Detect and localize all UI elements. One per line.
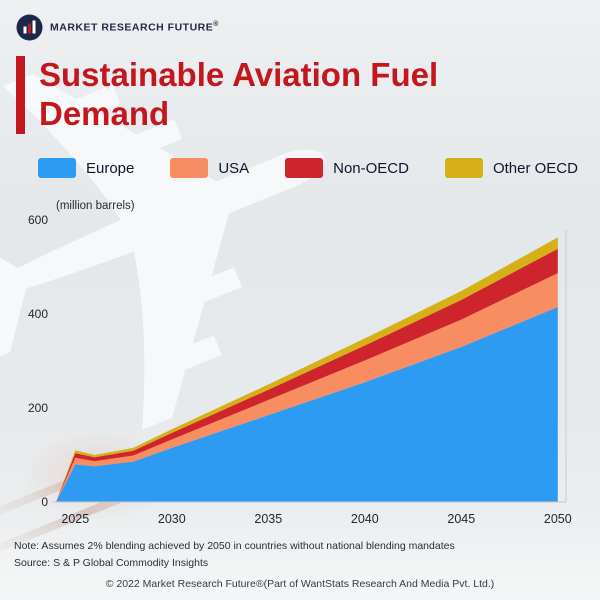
header: MARKET RESEARCH FUTURE® (16, 14, 219, 41)
x-tick-label: 2025 (61, 512, 89, 526)
legend-item-europe: Europe (38, 158, 134, 178)
chart-areas (56, 237, 558, 502)
title-accent-bar (16, 56, 25, 134)
legend-swatch (170, 158, 209, 178)
y-axis-ticks: 0 200 400 600 (28, 213, 48, 509)
source-text: Source: S & P Global Commodity Insights (14, 557, 209, 569)
registered-mark: ® (213, 21, 219, 29)
legend-label: Other OECD (492, 159, 578, 177)
stacked-area-chart: 0 200 400 600 2025 2030 2035 2040 2045 2050 (28, 213, 572, 526)
mrf-logo-icon (16, 14, 43, 41)
chart-legend: Europe USA Non-OECD Other OECD (38, 158, 578, 178)
area-usa (56, 273, 558, 502)
area-europe (56, 307, 558, 502)
legend-label: USA (218, 159, 250, 177)
legend-swatch (444, 158, 483, 178)
area-other-oecd (56, 237, 558, 502)
x-tick-label: 2040 (351, 512, 379, 526)
y-tick-label: 400 (28, 307, 48, 321)
title-block: Sustainable Aviation Fuel Demand (16, 56, 519, 134)
brand-text: MARKET RESEARCH FUTURE (50, 21, 214, 34)
legend-swatch (285, 158, 324, 178)
page-title: Sustainable Aviation Fuel Demand (39, 56, 439, 132)
y-tick-label: 0 (41, 495, 48, 509)
copyright-text: © 2022 Market Research Future®(Part of W… (105, 578, 495, 590)
brand-name: MARKET RESEARCH FUTURE® (50, 21, 219, 34)
legend-label: Europe (86, 159, 135, 177)
x-tick-label: 2050 (544, 512, 572, 526)
y-tick-label: 200 (28, 401, 48, 415)
y-axis-unit-label: (million barrels) (56, 200, 135, 212)
x-tick-label: 2045 (447, 512, 475, 526)
x-tick-label: 2030 (158, 512, 186, 526)
y-tick-label: 600 (28, 213, 48, 227)
x-tick-label: 2035 (254, 512, 282, 526)
legend-swatch (38, 158, 76, 178)
x-axis-ticks: 2025 2030 2035 2040 2045 2050 (61, 512, 571, 526)
legend-item-non-oecd: Non-OECD (285, 158, 409, 178)
note-text: Note: Assumes 2% blending achieved by 20… (14, 540, 455, 552)
legend-item-usa: USA (170, 158, 249, 178)
area-non-oecd (56, 248, 558, 502)
legend-item-other-oecd: Other OECD (444, 158, 578, 178)
legend-label: Non-OECD (333, 159, 409, 177)
